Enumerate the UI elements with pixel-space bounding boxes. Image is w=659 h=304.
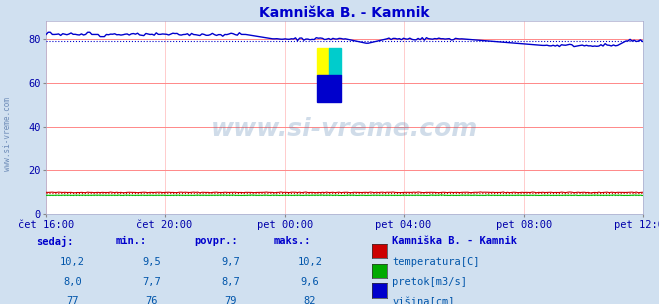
Text: 79: 79 <box>225 296 237 304</box>
Text: 82: 82 <box>304 296 316 304</box>
Text: 10,2: 10,2 <box>60 257 85 267</box>
Text: 8,0: 8,0 <box>63 277 82 287</box>
Text: Kamniška B. - Kamnik: Kamniška B. - Kamnik <box>392 236 517 246</box>
Text: 8,7: 8,7 <box>221 277 240 287</box>
Text: min.:: min.: <box>115 236 146 246</box>
Text: 76: 76 <box>146 296 158 304</box>
Text: sedaj:: sedaj: <box>36 236 74 247</box>
Text: 9,6: 9,6 <box>301 277 319 287</box>
Text: 7,7: 7,7 <box>142 277 161 287</box>
Bar <box>318 48 330 75</box>
Text: povpr.:: povpr.: <box>194 236 238 246</box>
Text: 10,2: 10,2 <box>297 257 322 267</box>
Text: višina[cm]: višina[cm] <box>392 296 455 304</box>
Bar <box>330 48 341 75</box>
Text: temperatura[C]: temperatura[C] <box>392 257 480 267</box>
Text: 9,7: 9,7 <box>221 257 240 267</box>
Title: Kamniška B. - Kamnik: Kamniška B. - Kamnik <box>259 6 430 20</box>
Bar <box>318 75 341 102</box>
Text: pretok[m3/s]: pretok[m3/s] <box>392 277 467 287</box>
Text: maks.:: maks.: <box>273 236 311 246</box>
Text: www.si-vreme.com: www.si-vreme.com <box>211 117 478 141</box>
Text: 9,5: 9,5 <box>142 257 161 267</box>
Text: 77: 77 <box>67 296 78 304</box>
Text: www.si-vreme.com: www.si-vreme.com <box>3 97 13 171</box>
